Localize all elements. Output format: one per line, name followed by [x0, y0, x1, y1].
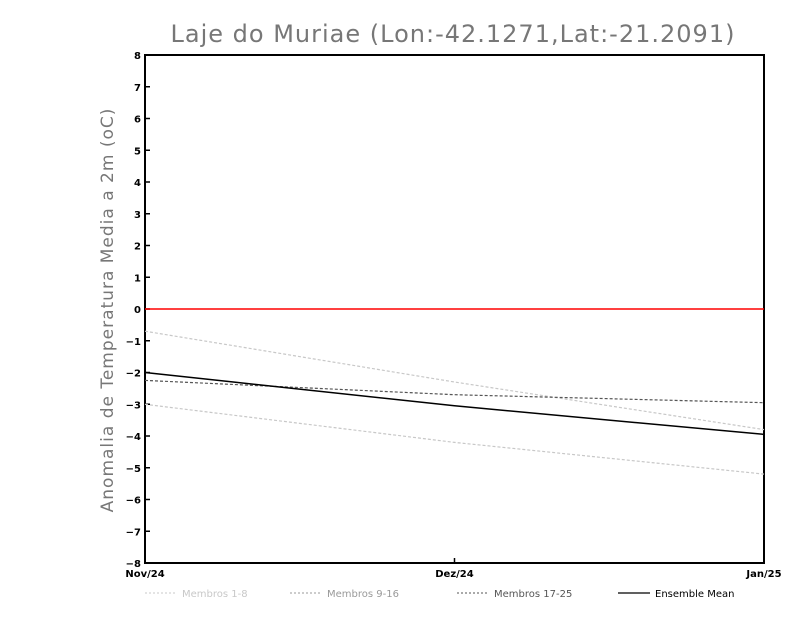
series-line-ensemble-mean	[144, 371, 765, 436]
y-tick-label: −2	[126, 369, 141, 380]
x-tick-label: Nov/24	[125, 569, 164, 580]
legend-label: Ensemble Mean	[655, 589, 734, 600]
y-tick-label: 0	[134, 305, 141, 316]
y-tick-label: 6	[134, 115, 141, 126]
x-tick-label: Dez/24	[435, 569, 474, 580]
y-tick-label: −5	[126, 464, 141, 475]
y-tick-label: 1	[134, 273, 141, 284]
series-line-membros-1-8	[144, 403, 765, 475]
legend-label: Membros 9-16	[327, 589, 399, 600]
legend-label: Membros 17-25	[494, 589, 572, 600]
y-axis-label: Anomalia de Temperatura Media a 2m (oC)	[98, 108, 118, 513]
legend-label: Membros 1-8	[182, 589, 248, 600]
series-line-membros-1-8	[144, 330, 765, 431]
y-tick-label: −1	[126, 337, 141, 348]
y-tick-label: −6	[126, 496, 141, 507]
y-tick-label: −3	[126, 400, 141, 411]
y-tick-label: 4	[134, 178, 141, 189]
y-tick-label: 2	[134, 242, 141, 253]
y-tick-label: 8	[134, 51, 141, 62]
chart-title: Laje do Muriae (Lon:-42.1271,Lat:-21.209…	[171, 20, 736, 48]
legend: Membros 1-8 Membros 9-16 Membros 17-25 Ense…	[145, 589, 734, 600]
series-line-membros-17-25	[144, 379, 765, 404]
y-tick-label: −7	[126, 527, 141, 538]
x-tick-label: Jan/25	[745, 569, 781, 580]
y-tick-label: 7	[134, 83, 141, 94]
y-tick-label: 5	[134, 146, 141, 157]
y-tick-label: −4	[126, 432, 141, 443]
y-tick-label: 3	[134, 210, 141, 221]
y-tick-label: −8	[126, 559, 141, 570]
